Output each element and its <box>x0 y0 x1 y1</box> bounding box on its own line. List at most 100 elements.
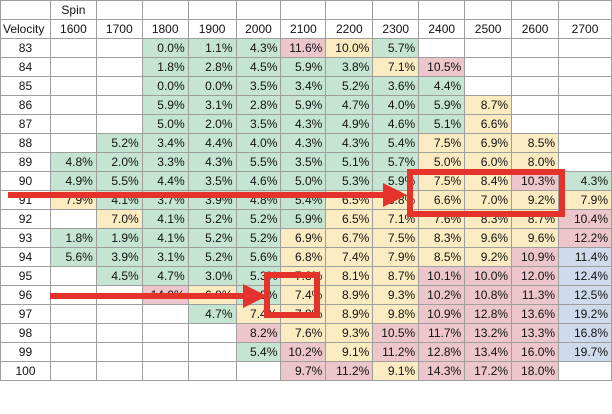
velocity-cell: 95 <box>0 266 51 286</box>
value-cell: 4.7% <box>325 95 374 115</box>
empty-cell <box>511 114 560 134</box>
value-cell: 4.8% <box>49 152 97 172</box>
value-cell: 4.3% <box>235 38 282 58</box>
value-cell: 1.8% <box>49 228 97 248</box>
value-cell: 7.9% <box>372 247 420 267</box>
value-cell: 4.4% <box>418 76 466 96</box>
value-cell: 2.0% <box>187 114 237 134</box>
spin-header-1600: 1600 <box>49 19 97 39</box>
value-cell: 4.3% <box>280 114 327 134</box>
velocity-cell: 90 <box>0 171 51 191</box>
value-cell: 5.2% <box>187 228 237 248</box>
value-cell: 19.2% <box>558 304 612 324</box>
table-row: 86 5.9% 3.1% 2.8% 5.9% 4.7% 4.0% 5.9% 8.7% <box>0 95 612 115</box>
value-cell: 5.3% <box>235 266 282 286</box>
empty-cell <box>558 114 612 134</box>
spin-header-1900: 1900 <box>187 19 237 39</box>
value-cell: 14.0% <box>141 285 189 305</box>
value-cell: 4.6% <box>235 171 282 191</box>
value-cell: 3.4% <box>280 76 327 96</box>
empty-cell <box>511 76 560 96</box>
value-cell: 4.0% <box>235 133 282 153</box>
value-cell: 5.0% <box>418 152 466 172</box>
value-cell: 6.9% <box>464 133 513 153</box>
empty-cell <box>558 38 612 58</box>
value-cell: 10.1% <box>418 266 466 286</box>
value-cell: 7.1% <box>372 209 420 229</box>
empty-cell <box>49 361 97 381</box>
value-cell: 11.2% <box>325 361 374 381</box>
value-cell: 14.3% <box>418 361 466 381</box>
velocity-cell: 100 <box>0 361 51 381</box>
velocity-cell: 83 <box>0 38 51 58</box>
spin-header-2600: 2600 <box>511 19 560 39</box>
velocity-spin-table: Spin Velocity 1600 1700 1800 1900 2000 2100 2200… <box>0 0 612 381</box>
value-cell: 7.8% <box>280 304 327 324</box>
value-cell: 7.4% <box>280 285 327 305</box>
value-cell: 7.4% <box>235 304 282 324</box>
empty-cell <box>464 0 513 20</box>
empty-cell <box>511 0 560 20</box>
empty-cell <box>325 0 374 20</box>
value-cell: 3.7% <box>141 190 189 210</box>
value-cell: 10.3% <box>511 171 560 191</box>
empty-cell <box>372 0 420 20</box>
empty-cell <box>141 361 189 381</box>
value-cell: 5.9% <box>372 171 420 191</box>
value-cell: 11.4% <box>558 247 612 267</box>
value-cell: 3.9% <box>95 247 143 267</box>
value-cell: 10.2% <box>418 285 466 305</box>
value-cell: 10.0% <box>464 266 513 286</box>
value-cell: 3.6% <box>372 76 420 96</box>
velocity-cell: 93 <box>0 228 51 248</box>
empty-cell <box>95 342 143 362</box>
empty-cell <box>141 0 189 20</box>
value-cell: 7.5% <box>418 171 466 191</box>
empty-cell <box>511 95 560 115</box>
empty-cell <box>141 323 189 343</box>
value-cell: 3.5% <box>235 76 282 96</box>
velocity-cell: 87 <box>0 114 51 134</box>
empty-cell <box>95 76 143 96</box>
velocity-cell: 99 <box>0 342 51 362</box>
value-cell: 6.9% <box>280 228 327 248</box>
spin-header-2300: 2300 <box>372 19 420 39</box>
value-cell: 1.1% <box>187 38 237 58</box>
value-cell: 5.3% <box>325 171 374 191</box>
empty-cell <box>95 95 143 115</box>
value-cell: 10.5% <box>372 323 420 343</box>
value-cell: 3.4% <box>141 133 189 153</box>
value-cell: 3.0% <box>187 266 237 286</box>
value-cell: 3.5% <box>280 152 327 172</box>
value-cell: 9.6% <box>511 228 560 248</box>
table-row: 85 0.0% 0.0% 3.5% 3.4% 5.2% 3.6% 4.4% <box>0 76 612 96</box>
velocity-cell: 84 <box>0 57 51 77</box>
value-cell: 4.5% <box>95 266 143 286</box>
empty-cell <box>49 209 97 229</box>
table-row: 94 5.6% 3.9% 3.1% 5.2% 5.6% 6.8% 7.4% 7.9% 8.5% 9.… <box>0 247 612 267</box>
value-cell: 10.5% <box>418 57 466 77</box>
value-cell: 6.6% <box>418 190 466 210</box>
value-cell: 11.7% <box>418 323 466 343</box>
table-row: 91 7.9% 4.1% 3.7% 3.9% 4.8% 5.4% 6.5% 6.8% 6.6% 7.… <box>0 190 612 210</box>
value-cell: 5.7% <box>372 38 420 58</box>
empty-cell <box>464 57 513 77</box>
value-cell: 8.5% <box>418 247 466 267</box>
value-cell: 5.0% <box>280 171 327 191</box>
empty-cell <box>49 76 97 96</box>
value-cell: 6.5% <box>325 190 374 210</box>
value-cell: 7.0% <box>464 190 513 210</box>
value-cell: 1.8% <box>141 57 189 77</box>
value-cell: 9.1% <box>325 342 374 362</box>
table-row: 87 5.0% 2.0% 3.5% 4.3% 4.9% 4.6% 5.1% 6.6% <box>0 114 612 134</box>
value-cell: 4.1% <box>141 209 189 229</box>
velocity-cell: 88 <box>0 133 51 153</box>
value-cell: 4.8% <box>235 190 282 210</box>
value-cell: 3.1% <box>187 95 237 115</box>
empty-cell <box>235 361 282 381</box>
spin-header-1800: 1800 <box>141 19 189 39</box>
table-row: 90 4.9% 5.5% 4.4% 3.5% 4.6% 5.0% 5.3% 5.9% 7.5% 8.… <box>0 171 612 191</box>
value-cell: 10.9% <box>418 304 466 324</box>
value-cell: 5.0% <box>141 114 189 134</box>
value-cell: 7.3% <box>280 266 327 286</box>
